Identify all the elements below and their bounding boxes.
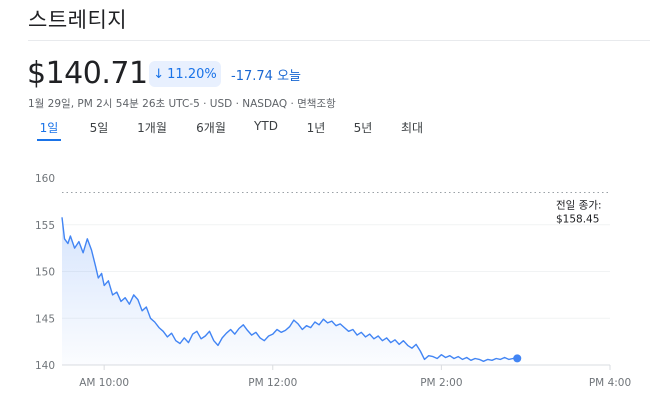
arrow-down-icon: ↓ <box>153 66 165 82</box>
tab-5y[interactable]: 5년 <box>353 121 373 135</box>
change-percent-badge: ↓ 11.20% <box>149 61 221 87</box>
tab-6m[interactable]: 6개월 <box>196 121 226 135</box>
x-tick-label: PM 2:00 <box>420 377 462 389</box>
header-divider <box>28 40 650 41</box>
change-amount: -17.74 <box>231 69 273 84</box>
x-tick-label: PM 12:00 <box>248 377 297 389</box>
active-tab-indicator <box>37 139 61 141</box>
change-percent: 11.20% <box>167 66 217 82</box>
tab-1d[interactable]: 1일 <box>39 121 59 135</box>
y-tick-label: 145 <box>35 313 55 325</box>
x-tick-label: AM 10:00 <box>79 377 129 389</box>
tab-max[interactable]: 최대 <box>400 121 424 135</box>
x-tick-label: PM 4:00 <box>589 377 631 389</box>
change-amount-today: -17.74 오늘 <box>231 65 301 84</box>
price-line <box>61 217 518 362</box>
previous-close-value: $158.45 <box>556 213 599 225</box>
tab-5d[interactable]: 5일 <box>89 121 109 135</box>
y-tick-label: 160 <box>35 173 55 185</box>
tab-1m[interactable]: 1개월 <box>137 121 167 135</box>
tab-1y[interactable]: 1년 <box>306 121 326 135</box>
tab-ytd[interactable]: YTD <box>254 119 278 133</box>
previous-close-label: 전일 종가: <box>556 198 602 211</box>
y-tick-label: 150 <box>35 267 55 279</box>
stock-price: $140.71 <box>27 56 148 91</box>
price-area <box>62 217 518 365</box>
y-tick-label: 155 <box>35 220 55 232</box>
stock-title: 스트레티지 <box>28 8 128 32</box>
y-tick-label: 140 <box>35 360 55 372</box>
change-period: 오늘 <box>277 69 301 84</box>
current-price-dot <box>513 354 522 363</box>
quote-meta: 1월 29일, PM 2시 54분 26초 UTC-5 · USD · NASD… <box>28 98 336 110</box>
price-chart[interactable]: 160 155 150 145 140 AM 10:00 PM 12:00 PM 2:00 P… <box>0 150 650 401</box>
